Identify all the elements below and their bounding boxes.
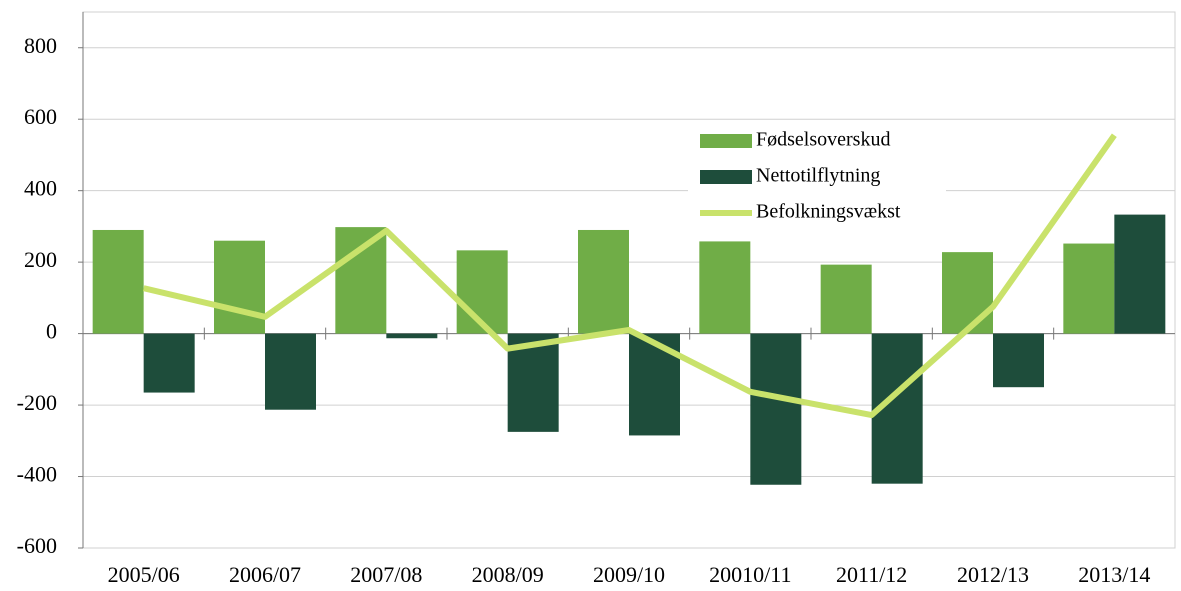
x-tick-label: 2013/14	[1078, 562, 1150, 587]
bar	[1063, 243, 1115, 334]
y-tick-label: -600	[17, 533, 57, 558]
bar	[699, 241, 751, 334]
x-tick-label: 2012/13	[957, 562, 1029, 587]
y-tick-label: 800	[24, 33, 57, 58]
legend-label: Befolkningsvækst	[756, 201, 901, 223]
x-tick-label: 20010/11	[709, 562, 791, 587]
bar	[993, 333, 1044, 388]
bar	[143, 333, 195, 393]
y-tick-label: 200	[24, 247, 57, 272]
legend-label: Fødselsoverskud	[756, 129, 890, 151]
x-tick-label: 2006/07	[229, 562, 301, 587]
x-tick-label: 2005/06	[108, 562, 180, 587]
x-tick-label: 2011/12	[836, 562, 907, 587]
x-tick-label: 2008/09	[472, 562, 544, 587]
legend-swatch	[700, 170, 752, 184]
bar	[750, 333, 802, 485]
bar	[820, 264, 872, 334]
y-tick-label: 400	[24, 176, 57, 201]
bar	[92, 229, 144, 334]
y-tick-label: -200	[17, 390, 57, 415]
bar	[386, 333, 438, 339]
bar	[214, 240, 265, 334]
bar	[1114, 214, 1166, 334]
x-tick-label: 2009/10	[593, 562, 665, 587]
x-tick-label: 2007/08	[350, 562, 422, 587]
y-tick-label: 0	[46, 319, 57, 344]
bar	[335, 227, 387, 334]
legend-swatch	[700, 134, 752, 148]
bar	[942, 252, 993, 334]
legend-label: Nettotilflytning	[756, 165, 880, 187]
bar	[265, 333, 316, 410]
line	[142, 133, 1117, 419]
bar	[578, 229, 629, 334]
y-tick-label: -400	[17, 462, 57, 487]
y-tick-label: 600	[24, 104, 57, 129]
